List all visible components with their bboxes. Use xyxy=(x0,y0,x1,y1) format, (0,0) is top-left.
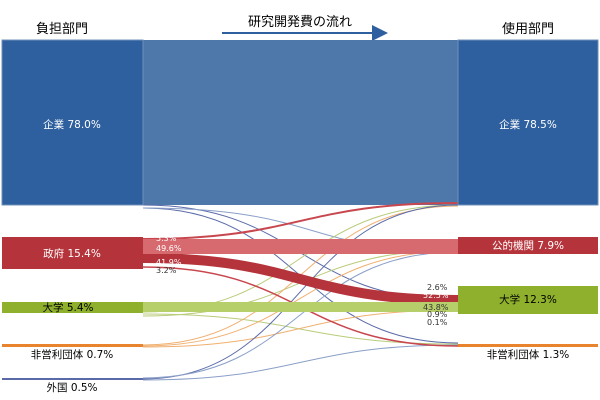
target-label-public: 公的機関 7.9% xyxy=(492,239,564,252)
flow-gov-to-company xyxy=(142,202,459,240)
flow-foreign-to-public xyxy=(142,251,459,379)
target-label-company: 企業 78.5% xyxy=(499,118,557,131)
source-node-foreign xyxy=(2,378,143,380)
target-node-public xyxy=(458,237,598,254)
target-node-company xyxy=(457,39,599,206)
flow-label-company-to-university: 2.6% xyxy=(427,283,448,292)
flow-university-to-nonprofit xyxy=(142,313,459,345)
flow-label-gov-share-of-university: 52.5% xyxy=(423,291,449,300)
source-label-company: 企業 78.0% xyxy=(43,118,101,131)
thin-flows xyxy=(142,204,459,381)
flow-label-university-to-university: 43.8% xyxy=(423,303,449,312)
flow-foreign-to-nonprofit xyxy=(142,344,459,381)
source-label-nonprofit: 非営利団体 0.7% xyxy=(31,348,114,361)
source-node-nonprofit xyxy=(2,344,143,347)
flow-label-gov-to-public: 49.6% xyxy=(156,244,182,253)
flow-foreign-to-company xyxy=(142,204,459,380)
flow-gov-to-public xyxy=(143,239,458,254)
flow-label-nonprofit-to-university: 0.9% xyxy=(427,310,448,319)
target-label-university: 大学 12.3% xyxy=(499,293,557,306)
flow-gov-to-university xyxy=(142,253,459,305)
flow-label-gov-to-university: 41.9% xyxy=(156,258,182,267)
flow-title: 研究開発費の流れ xyxy=(248,15,352,30)
flow-label-gov-to-company: 5.3% xyxy=(156,234,177,243)
source-label-foreign: 外国 0.5% xyxy=(46,382,97,394)
target-label-nonprofit: 非営利団体 1.3% xyxy=(487,348,570,361)
source-label-university: 大学 5.4% xyxy=(42,301,93,314)
source-label-government: 政府 15.4% xyxy=(43,247,101,260)
source-node-government xyxy=(2,237,143,269)
right-column-title: 使用部門 xyxy=(502,21,554,37)
flow-company-to-company xyxy=(143,40,458,205)
flow-university-to-university xyxy=(143,302,458,312)
target-node-university xyxy=(458,286,598,314)
target-node-nonprofit xyxy=(458,344,598,347)
source-node-company xyxy=(1,39,144,206)
left-column-title: 負担部門 xyxy=(36,22,88,37)
flow-nonprofit-to-public xyxy=(142,250,459,347)
source-node-university xyxy=(2,302,143,313)
flow-label-foreign-to-university: 0.1% xyxy=(427,318,448,327)
flow-label-gov-to-nonprofit: 3.2% xyxy=(156,266,177,275)
